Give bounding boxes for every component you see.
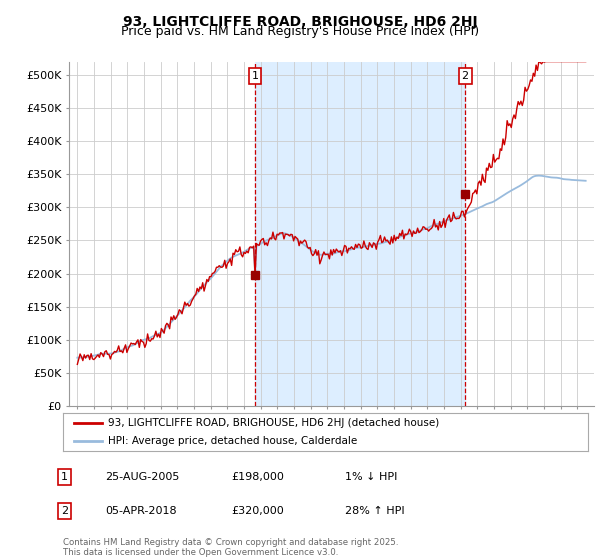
Text: HPI: Average price, detached house, Calderdale: HPI: Average price, detached house, Cald… <box>107 436 357 446</box>
Text: Contains HM Land Registry data © Crown copyright and database right 2025.
This d: Contains HM Land Registry data © Crown c… <box>63 538 398 557</box>
Text: 2: 2 <box>461 71 469 81</box>
Text: 1: 1 <box>251 71 259 81</box>
Text: 93, LIGHTCLIFFE ROAD, BRIGHOUSE, HD6 2HJ: 93, LIGHTCLIFFE ROAD, BRIGHOUSE, HD6 2HJ <box>122 15 478 29</box>
Text: 2: 2 <box>61 506 68 516</box>
Text: 28% ↑ HPI: 28% ↑ HPI <box>345 506 404 516</box>
Text: Price paid vs. HM Land Registry's House Price Index (HPI): Price paid vs. HM Land Registry's House … <box>121 25 479 38</box>
Bar <box>255 62 465 406</box>
Text: £198,000: £198,000 <box>231 472 284 482</box>
Text: 1: 1 <box>61 472 68 482</box>
Text: 93, LIGHTCLIFFE ROAD, BRIGHOUSE, HD6 2HJ (detached house): 93, LIGHTCLIFFE ROAD, BRIGHOUSE, HD6 2HJ… <box>107 418 439 428</box>
Text: 25-AUG-2005: 25-AUG-2005 <box>105 472 179 482</box>
Text: 1% ↓ HPI: 1% ↓ HPI <box>345 472 397 482</box>
Text: 05-APR-2018: 05-APR-2018 <box>105 506 176 516</box>
Text: £320,000: £320,000 <box>231 506 284 516</box>
